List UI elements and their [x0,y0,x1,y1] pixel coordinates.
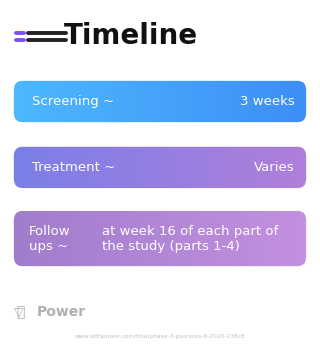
Text: www.withpower.com/trial/phase-3-psoriasis-6-2020-238c8: www.withpower.com/trial/phase-3-psoriasi… [75,334,245,339]
Text: ⏻: ⏻ [17,305,25,319]
Text: Treatment ~: Treatment ~ [32,161,115,174]
Text: D: D [14,306,24,319]
Text: 3 weeks: 3 weeks [240,95,294,108]
Text: Follow
ups ~: Follow ups ~ [29,225,70,253]
Text: Power: Power [37,305,86,319]
Text: ▽: ▽ [14,306,24,319]
Text: Varies: Varies [254,161,294,174]
Text: Timeline: Timeline [64,23,198,50]
Text: Screening ~: Screening ~ [32,95,114,108]
Text: at week 16 of each part of
the study (parts 1-4): at week 16 of each part of the study (pa… [102,225,279,253]
